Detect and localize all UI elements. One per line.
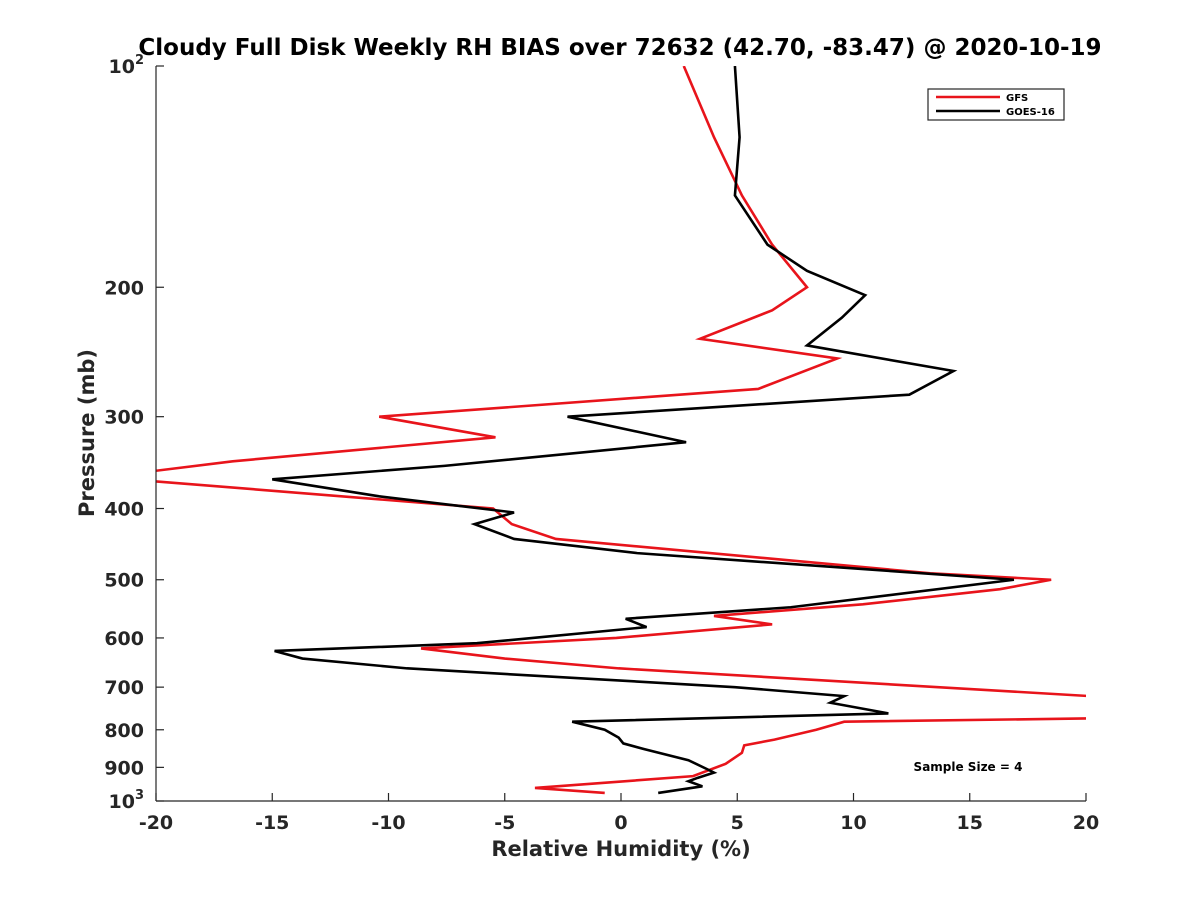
chart-title: Cloudy Full Disk Weekly RH BIAS over 726… bbox=[138, 35, 1101, 61]
x-tick-label: 0 bbox=[614, 812, 627, 834]
y-tick-label: 102 bbox=[109, 53, 145, 78]
legend: GFS GOES-16 bbox=[927, 88, 1065, 121]
plot-background bbox=[156, 66, 1086, 801]
x-tick-label: 20 bbox=[1073, 812, 1099, 834]
y-tick-label: 900 bbox=[104, 757, 144, 779]
legend-label-gfs: GFS bbox=[1006, 93, 1028, 104]
sample-size-annotation: Sample Size = 4 bbox=[914, 760, 1023, 774]
series-layer bbox=[156, 66, 1086, 795]
x-tick-label: -15 bbox=[255, 812, 289, 834]
x-axis-label: Relative Humidity (%) bbox=[491, 837, 750, 861]
x-tick-label: -5 bbox=[494, 812, 515, 834]
y-tick-label: 103 bbox=[109, 788, 145, 813]
x-tick-label: 10 bbox=[840, 812, 866, 834]
y-tick-label: 700 bbox=[104, 677, 144, 699]
series-line-gfs bbox=[156, 66, 1086, 795]
legend-label-goes-16: GOES-16 bbox=[1006, 107, 1055, 118]
y-tick-label: 400 bbox=[104, 499, 144, 521]
x-tick-group: -20 -15 -10 -5 0 5 10 15 20 bbox=[139, 793, 1099, 834]
y-axis-label: Pressure (mb) bbox=[75, 349, 99, 517]
y-tick-label: 500 bbox=[104, 570, 144, 592]
y-tick-group: 102 200 300 400 500 600 700 800 900 103 bbox=[104, 53, 164, 813]
x-tick-label: 15 bbox=[957, 812, 983, 834]
x-tick-label: -10 bbox=[371, 812, 405, 834]
y-tick-label: 300 bbox=[104, 407, 144, 429]
y-tick-label: 200 bbox=[104, 277, 144, 299]
x-tick-label: -20 bbox=[139, 812, 173, 834]
y-tick-label: 800 bbox=[104, 720, 144, 742]
legend-box bbox=[927, 88, 1065, 121]
x-tick-label: 5 bbox=[731, 812, 744, 834]
series-line-goes-16 bbox=[272, 66, 1015, 795]
y-tick-label: 600 bbox=[104, 628, 144, 650]
